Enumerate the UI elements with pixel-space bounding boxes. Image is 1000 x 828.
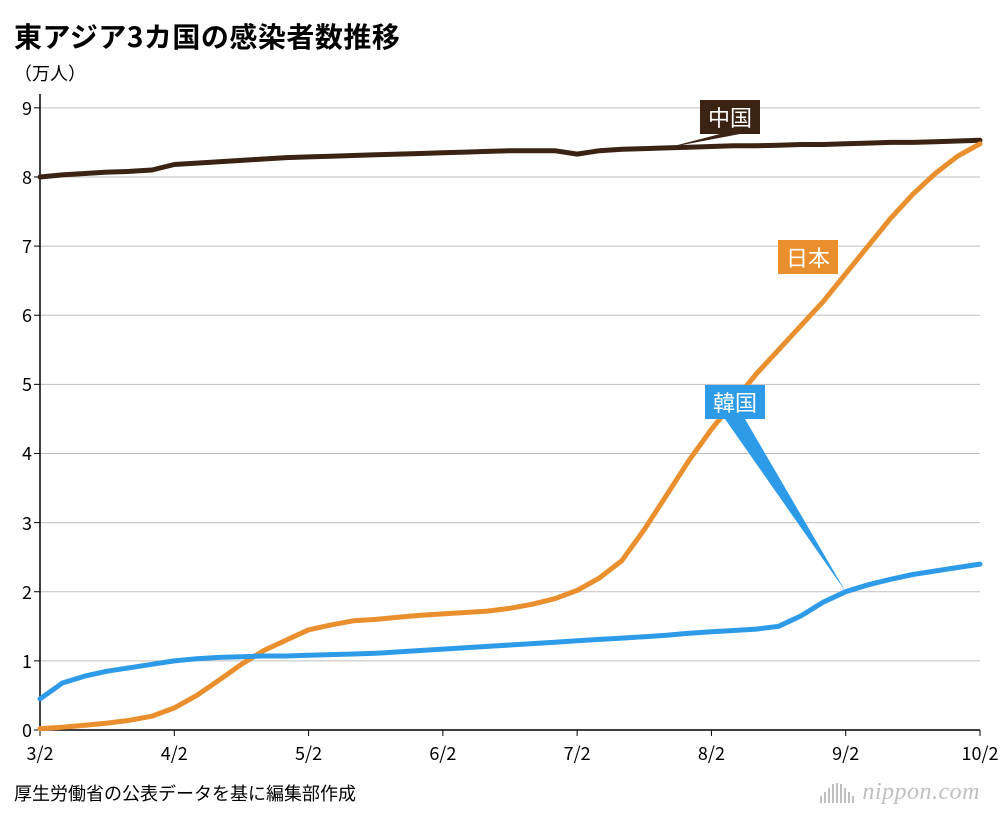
x-tick-label: 10/2 [961,740,998,766]
x-tick-label: 3/2 [26,740,53,766]
x-tick-label: 6/2 [429,740,456,766]
x-tick-label: 7/2 [564,740,591,766]
source-note: 厚生労働省の公表データを基に編集部作成 [14,780,356,806]
series-label: 中国 [700,100,760,134]
chart-svg [0,0,1000,828]
series-label: 韓国 [705,385,765,419]
nippon-logo: nippon.com [820,779,980,806]
x-tick-label: 4/2 [161,740,188,766]
series-label: 日本 [778,240,838,274]
logo-bars-icon [820,783,854,803]
y-tick-label: 2 [10,579,32,605]
y-tick-label: 7 [10,233,32,259]
y-tick-label: 6 [10,302,32,328]
y-tick-label: 5 [10,371,32,397]
y-tick-label: 8 [10,164,32,190]
x-tick-label: 5/2 [295,740,322,766]
y-tick-label: 1 [10,648,32,674]
y-tick-label: 3 [10,510,32,536]
y-tick-label: 9 [10,95,32,121]
logo-text: nippon.com [862,779,980,806]
y-tick-label: 4 [10,440,32,466]
x-tick-label: 9/2 [832,740,859,766]
chart-container: 東アジア3カ国の感染者数推移 （万人） 厚生労働省の公表データを基に編集部作成 … [0,0,1000,828]
x-tick-label: 8/2 [698,740,725,766]
